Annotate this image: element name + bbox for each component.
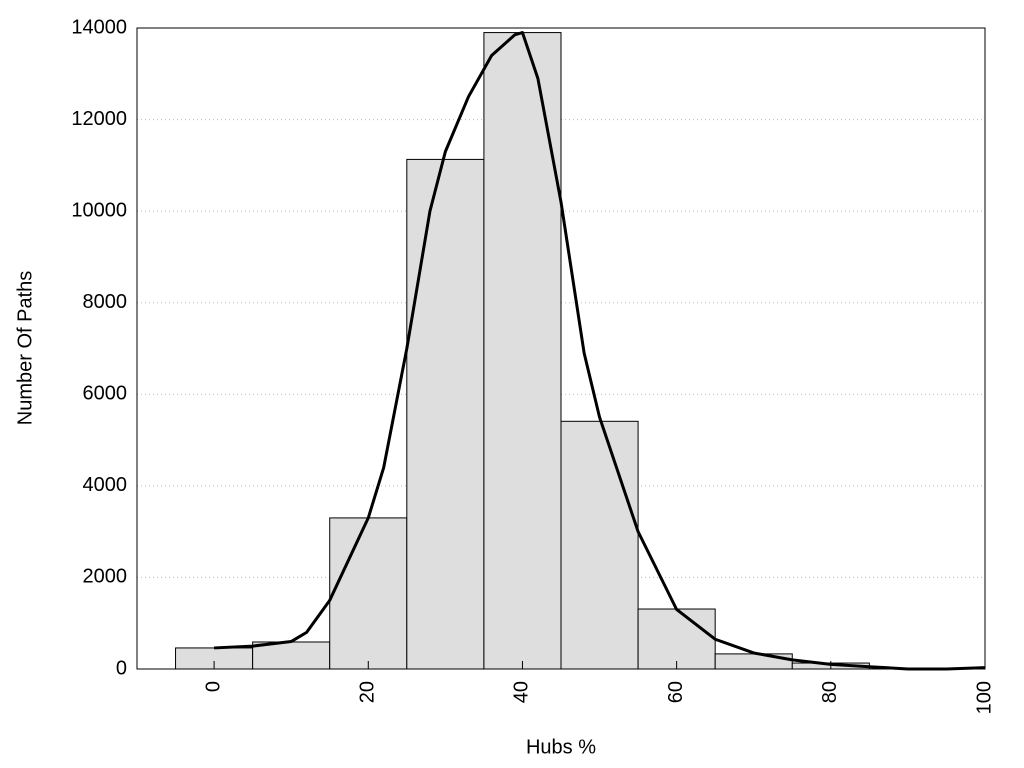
x-tick-label: 20 [357, 681, 379, 703]
x-tick-label: 60 [665, 681, 687, 703]
x-tick-label: 80 [819, 681, 841, 703]
bar [406, 158, 485, 670]
plot-frame [136, 27, 986, 670]
x-tick-label: 40 [511, 681, 533, 703]
bar [637, 608, 716, 670]
bar [560, 420, 639, 670]
y-tick-label: 10000 [71, 199, 127, 221]
bar [714, 653, 793, 670]
bar [483, 32, 562, 670]
y-tick-label: 14000 [71, 16, 127, 38]
x-axis-label: Hubs % [526, 736, 596, 758]
y-tick-label: 6000 [83, 383, 128, 405]
y-axis-label: Number Of Paths [14, 271, 36, 426]
y-tick-label: 12000 [71, 108, 127, 130]
x-tick-label: 0 [202, 681, 224, 692]
y-tick-label: 8000 [83, 291, 128, 313]
bar [329, 517, 408, 670]
x-tick-label: 100 [973, 681, 995, 714]
y-tick-label: 2000 [83, 566, 128, 588]
density-line [214, 31, 986, 671]
y-tick-label: 4000 [83, 474, 128, 496]
y-tick-label: 0 [116, 657, 127, 679]
